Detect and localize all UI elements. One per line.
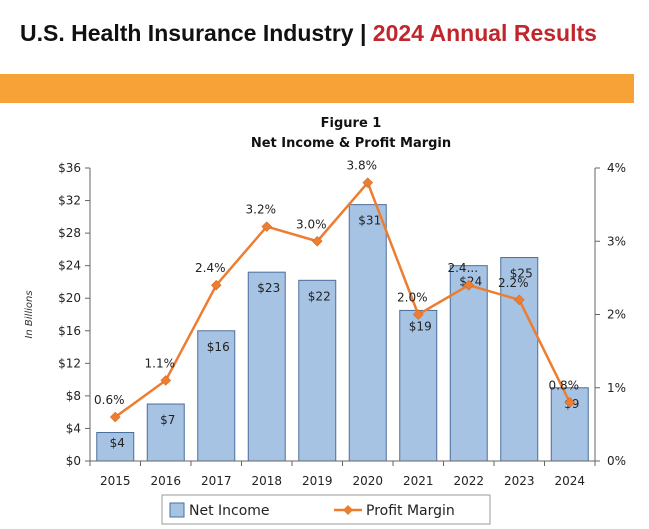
y-right-tick-label: 1% xyxy=(607,381,626,395)
y-right-tick-label: 3% xyxy=(607,234,626,248)
line-data-label: 2.4... xyxy=(447,261,478,275)
bar-data-label: $16 xyxy=(207,340,230,354)
bar-data-label: $19 xyxy=(409,319,432,333)
bar-2018 xyxy=(247,271,286,462)
y-left-tick-label: $32 xyxy=(58,194,81,208)
profit-margin-point-2016 xyxy=(160,375,172,386)
x-tick-label: 2023 xyxy=(504,474,535,488)
x-tick-label: 2019 xyxy=(302,474,333,488)
legend-swatch-net-income xyxy=(169,502,185,518)
line-data-label: 0.6% xyxy=(94,393,125,407)
profit-margin-point-2017 xyxy=(210,279,222,291)
x-tick-label: 2021 xyxy=(403,474,434,488)
y-axis-label: In Billions xyxy=(24,290,35,338)
line-data-label: 3.2% xyxy=(246,203,277,217)
y-left-tick-label: $28 xyxy=(58,226,81,240)
bar-2020 xyxy=(348,204,387,462)
y-right-tick-label: 2% xyxy=(607,308,626,322)
bar-2022 xyxy=(449,265,488,462)
bar-data-label: $7 xyxy=(160,413,175,427)
profit-margin-point-2019 xyxy=(311,235,323,247)
line-data-label: 1.1% xyxy=(145,356,176,370)
line-data-label: 2.0% xyxy=(397,291,428,305)
page-title-main: U.S. Health Insurance Industry | xyxy=(20,20,373,46)
bar-data-label: $23 xyxy=(257,281,280,295)
bar-data-label: $4 xyxy=(110,436,125,450)
y-left-tick-label: $36 xyxy=(58,161,81,175)
profit-margin-point-2022 xyxy=(463,279,475,291)
y-left-tick-label: $20 xyxy=(58,291,81,305)
legend-swatch-profit-margin-marker xyxy=(343,505,353,515)
line-data-label: 2.2% xyxy=(498,276,529,290)
profit-margin-point-2023 xyxy=(513,294,525,306)
orange-divider-band xyxy=(0,74,634,103)
profit-margin-point-2020 xyxy=(362,177,374,189)
y-left-tick-label: $0 xyxy=(66,454,81,468)
profit-margin-point-2024 xyxy=(564,397,576,408)
page-title-accent: 2024 Annual Results xyxy=(372,20,597,46)
chart-title: Figure 1 xyxy=(321,116,382,131)
x-tick-label: 2015 xyxy=(100,474,131,488)
x-tick-label: 2018 xyxy=(251,474,282,488)
y-right-tick-label: 4% xyxy=(607,161,626,175)
legend-label-net-income: Net Income xyxy=(189,503,270,519)
bar-data-label: $25 xyxy=(510,267,533,281)
y-left-tick-label: $4 xyxy=(66,421,81,435)
line-data-label: 3.0% xyxy=(296,217,327,231)
bar-2015 xyxy=(96,432,135,462)
y-left-tick-label: $16 xyxy=(58,324,81,338)
page-title: U.S. Health Insurance Industry | 2024 An… xyxy=(20,20,597,47)
bar-data-label: $22 xyxy=(308,289,331,303)
x-tick-label: 2016 xyxy=(150,474,181,488)
line-data-label: 0.8% xyxy=(549,378,580,392)
legend-label-profit-margin: Profit Margin xyxy=(366,503,455,519)
bar-data-label: $31 xyxy=(358,214,381,228)
y-left-tick-label: $12 xyxy=(58,356,81,370)
profit-margin-line xyxy=(114,181,571,419)
chart-subtitle: Net Income & Profit Margin xyxy=(251,136,451,151)
line-data-label: 3.8% xyxy=(347,159,378,173)
x-tick-label: 2022 xyxy=(453,474,484,488)
y-left-tick-label: $8 xyxy=(66,389,81,403)
x-tick-label: 2017 xyxy=(201,474,232,488)
page-header: U.S. Health Insurance Industry | 2024 An… xyxy=(0,0,649,70)
legend-box xyxy=(161,494,491,525)
y-right-tick-label: 0% xyxy=(607,454,626,468)
profit-margin-point-2021 xyxy=(412,309,424,320)
profit-margin-point-2018 xyxy=(261,221,273,232)
line-data-label: 2.4% xyxy=(195,261,226,275)
profit-margin-point-2015 xyxy=(109,411,121,423)
y-left-tick-label: $24 xyxy=(58,259,81,273)
bar-2019 xyxy=(298,279,337,462)
x-tick-label: 2020 xyxy=(352,474,383,488)
x-tick-label: 2024 xyxy=(554,474,585,488)
